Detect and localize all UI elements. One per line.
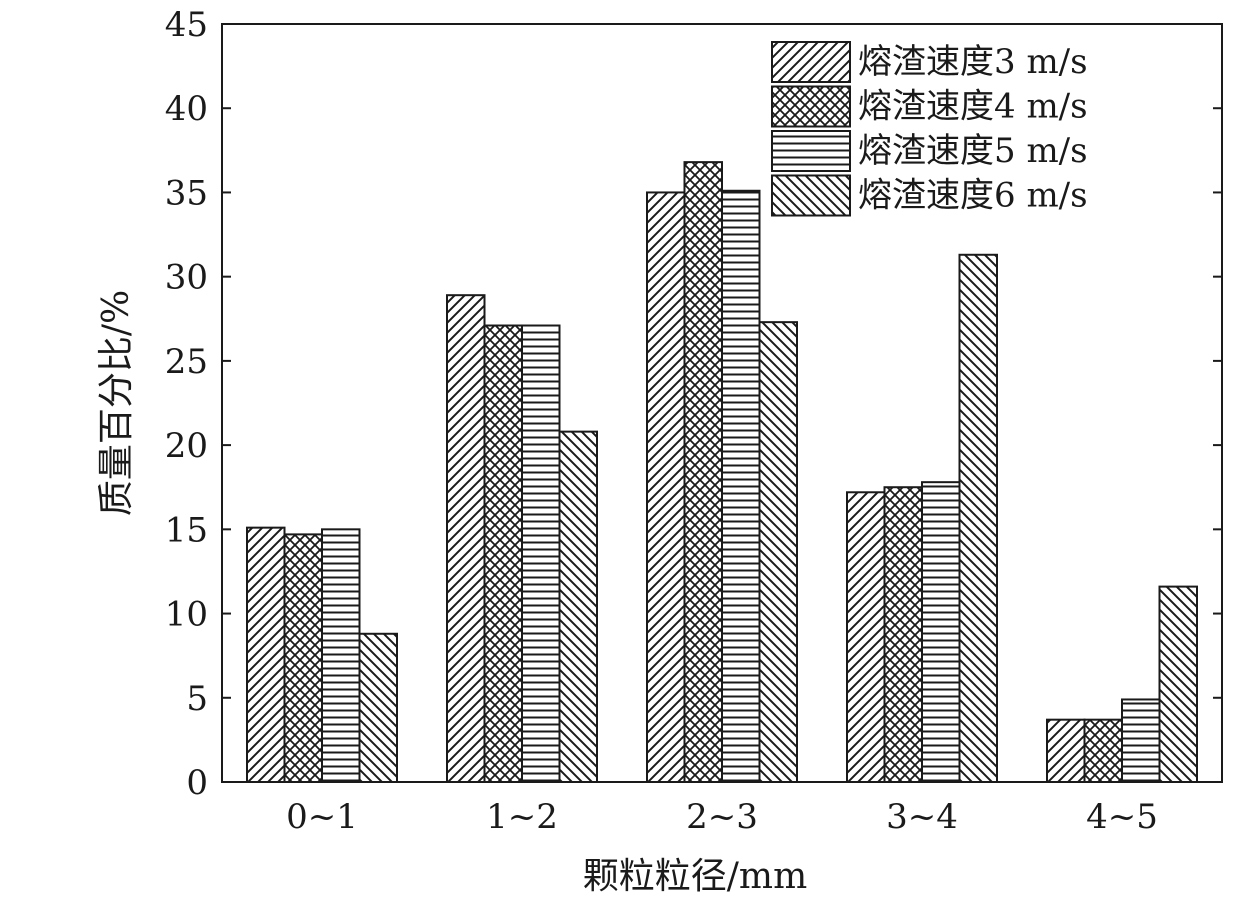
bar-4~5-series-1 <box>1046 718 1086 783</box>
y-tick-label: 25 <box>165 342 208 382</box>
bars-layer <box>246 161 1198 784</box>
legend-label: 熔渣速度6 m/s <box>858 176 1088 216</box>
x-tick-label: 3~4 <box>886 797 958 837</box>
x-tick-label: 0~1 <box>286 797 358 837</box>
y-tick-label: 30 <box>165 258 208 298</box>
x-tick-label: 2~3 <box>686 797 758 837</box>
bar-2~3-series-3 <box>721 189 761 783</box>
bar-0~1-series-4 <box>358 632 398 783</box>
x-axis-label: 颗粒粒径/mm <box>583 856 807 897</box>
bar-2~3-series-2 <box>683 161 723 783</box>
legend-swatch <box>771 130 851 172</box>
y-axis-label: 质量百分比/% <box>96 290 137 516</box>
bar-4~5-series-2 <box>1083 718 1123 783</box>
bar-3~4-series-2 <box>883 486 923 783</box>
legend-swatch <box>771 174 851 217</box>
legend-label: 熔渣速度4 m/s <box>858 87 1088 127</box>
bar-0~1-series-1 <box>246 526 286 783</box>
y-tick-label: 15 <box>165 510 208 550</box>
legend-swatch <box>771 41 851 83</box>
y-tick-label: 10 <box>165 595 208 635</box>
bar-2~3-series-4 <box>758 321 798 783</box>
x-axis-ticks: 0~1 1~2 2~3 3~4 4~5 <box>286 773 1158 837</box>
bar-0~1-series-2 <box>283 533 323 783</box>
legend-label: 熔渣速度3 m/s <box>858 42 1088 82</box>
bar-3~4-series-4 <box>958 253 998 784</box>
y-tick-label: 45 <box>165 5 208 45</box>
y-tick-label: 0 <box>186 763 208 803</box>
bar-4~5-series-4 <box>1158 585 1198 783</box>
legend-swatch <box>771 85 851 128</box>
x-tick-label: 1~2 <box>486 797 558 837</box>
y-tick-label: 5 <box>186 679 208 719</box>
x-tick-label: 4~5 <box>1086 797 1158 837</box>
bar-3~4-series-3 <box>921 481 961 783</box>
bar-1~2-series-4 <box>558 430 598 783</box>
y-axis-ticks: 0 5 10 15 20 25 30 35 40 45 <box>165 5 1222 803</box>
bar-0~1-series-3 <box>321 528 361 783</box>
bar-1~2-series-2 <box>483 324 523 783</box>
bar-4~5-series-3 <box>1121 698 1161 783</box>
bar-1~2-series-1 <box>446 294 486 783</box>
bar-3~4-series-1 <box>846 491 886 783</box>
legend-label: 熔渣速度5 m/s <box>858 131 1088 171</box>
y-tick-label: 40 <box>165 89 208 129</box>
bar-2~3-series-1 <box>646 191 686 783</box>
y-tick-label: 35 <box>165 173 208 213</box>
bar-1~2-series-3 <box>521 324 561 783</box>
y-tick-label: 20 <box>165 426 208 466</box>
